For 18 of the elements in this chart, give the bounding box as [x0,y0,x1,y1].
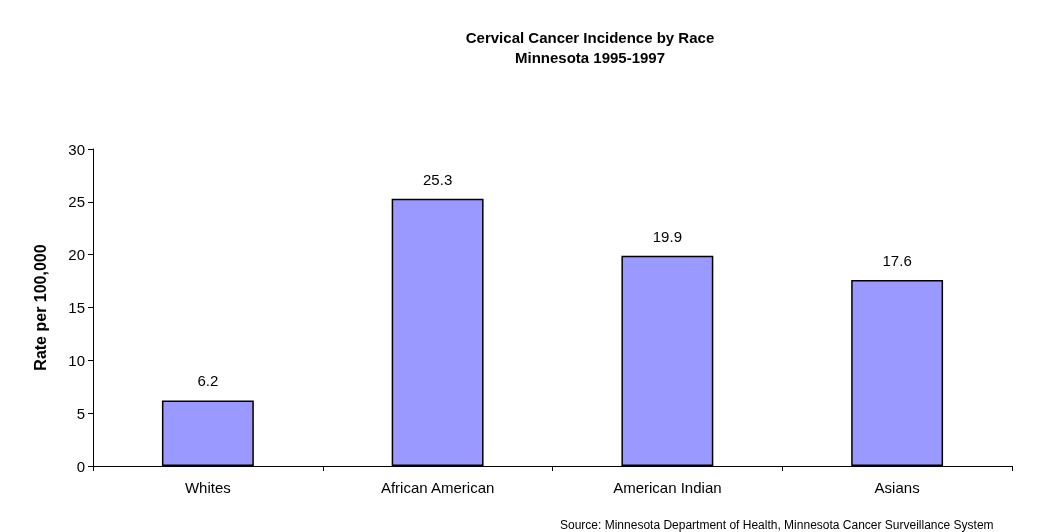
x-tick-label: African American [380,479,495,496]
y-tick-label: 25 [68,193,85,211]
y-tick-label: 0 [76,457,85,475]
y-axis-title: Rate per 100,000 [31,244,49,371]
data-label: 6.2 [197,372,219,390]
x-tick-label: Whites [184,479,231,496]
source-note: Source: Minnesota Department of Health, Minnesota Cancer Surveillance System [560,518,994,532]
x-tick-label: Asians [874,479,920,496]
y-tick-label: 10 [68,351,85,369]
y-tick-label: 5 [76,404,85,422]
x-tick-label: American Indian [613,479,722,496]
y-tick-label: 30 [68,140,85,158]
y-tick-label: 15 [68,299,85,316]
chart-title: Cervical Cancer Incidence by Race Minnesota 1995-1997 [465,28,715,66]
data-label: 17.6 [882,252,912,270]
data-label: 19.9 [652,227,682,245]
y-tick-label: 20 [68,246,85,264]
data-label: 25.3 [423,170,453,188]
